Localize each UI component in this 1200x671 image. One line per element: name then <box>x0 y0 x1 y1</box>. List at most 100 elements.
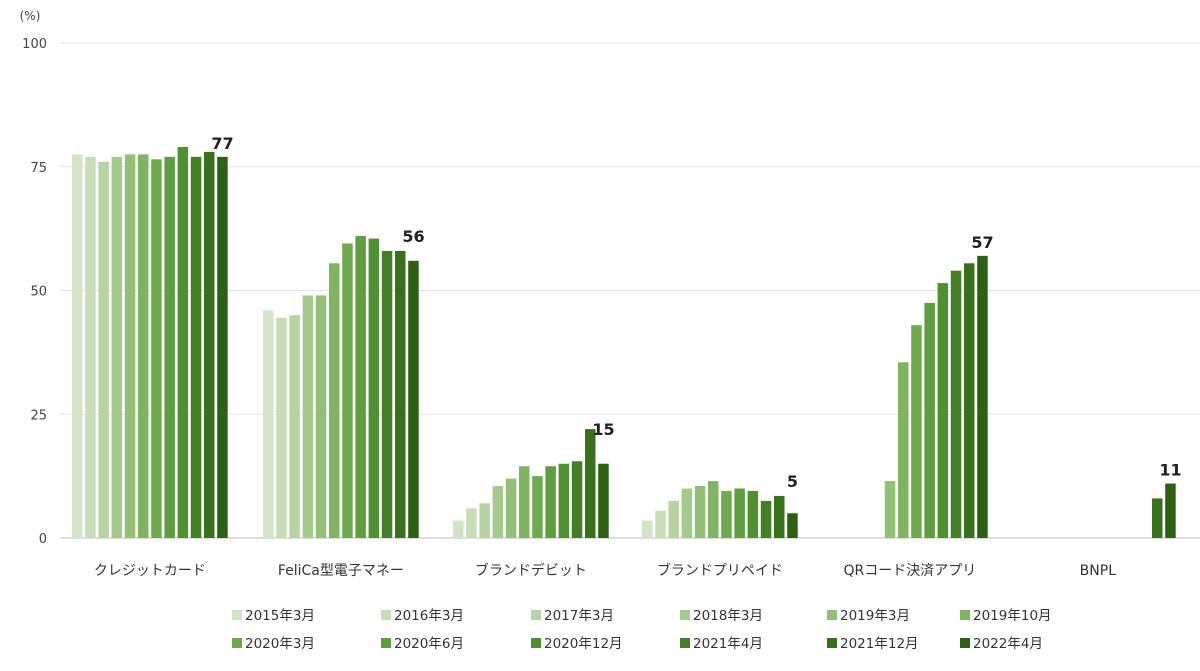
bar <box>329 263 340 538</box>
bar <box>655 510 666 538</box>
bar <box>263 310 274 538</box>
bar <box>571 461 583 538</box>
data-label: 57 <box>971 233 993 252</box>
bar <box>1152 498 1163 538</box>
x-category-label: ブランドデビット <box>475 562 587 579</box>
bar <box>598 463 609 538</box>
legend-swatch <box>232 610 242 620</box>
bar <box>668 500 679 538</box>
legend-swatch <box>827 638 837 648</box>
bar <box>977 255 988 538</box>
legend: 2015年3月 2016年3月 2017年3月 2018年3月 2019年3月 2019年… <box>232 608 1052 652</box>
legend-swatch <box>381 610 391 620</box>
legend-label: 2020年12月 <box>544 636 623 652</box>
bar <box>395 250 406 538</box>
bar <box>492 486 504 538</box>
bar <box>884 481 896 538</box>
bar <box>545 466 556 538</box>
bar <box>124 154 136 538</box>
data-label: 11 <box>1159 461 1181 480</box>
bar <box>111 156 123 538</box>
legend-swatch <box>531 610 541 620</box>
bar <box>558 463 570 538</box>
bar <box>164 156 175 538</box>
data-label: 5 <box>787 472 798 491</box>
bar <box>950 270 962 538</box>
legend-label: 2017年3月 <box>544 608 614 624</box>
bar <box>302 295 314 538</box>
legend-label: 2015年3月 <box>245 608 315 624</box>
legend-label: 2021年12月 <box>840 636 919 652</box>
legend-swatch <box>960 638 970 648</box>
x-category-label: FeliCa型電子マネー <box>278 563 404 579</box>
bar <box>585 429 596 538</box>
legend-label: 2018年3月 <box>693 608 763 624</box>
bar <box>721 490 732 538</box>
bar <box>85 156 96 538</box>
bar <box>681 488 693 538</box>
y-unit-label: (%) <box>20 9 41 23</box>
data-label: 56 <box>402 227 424 246</box>
bar <box>276 317 287 538</box>
bar <box>642 520 653 538</box>
bar <box>98 161 109 539</box>
bar <box>289 315 300 538</box>
bar <box>368 238 380 538</box>
bar <box>315 295 327 538</box>
legend-swatch <box>680 638 690 648</box>
bar <box>177 146 189 538</box>
legend-swatch <box>680 610 690 620</box>
bar <box>760 500 772 538</box>
bar <box>190 156 202 538</box>
label-layer: クレジットカード 77 FeliCa型電子マネー 56 ブランドデビット 15 ブランドプリ… <box>94 134 1182 579</box>
x-category-label: ブランドプリペイド <box>657 562 783 579</box>
legend-label: 2019年10月 <box>973 608 1052 624</box>
bar <box>72 154 83 538</box>
bar-layer <box>72 146 1176 539</box>
bar <box>774 495 785 538</box>
x-category-label: クレジットカード <box>94 563 206 579</box>
bar <box>937 283 949 538</box>
bar <box>355 236 366 539</box>
legend-label: 2020年3月 <box>245 636 315 652</box>
legend-swatch <box>531 638 541 648</box>
bar <box>519 466 530 538</box>
legend-label: 2021年4月 <box>693 636 763 652</box>
y-tick-label: 25 <box>30 408 47 423</box>
bar <box>479 503 490 538</box>
bar <box>747 490 759 538</box>
legend-label: 2020年6月 <box>394 636 464 652</box>
y-tick-label: 50 <box>30 285 47 300</box>
legend-label: 2019年3月 <box>840 608 910 624</box>
y-tick-label: 0 <box>39 532 47 547</box>
legend-swatch <box>827 610 837 620</box>
bar <box>453 520 464 538</box>
bar <box>911 325 922 538</box>
bar <box>138 154 149 538</box>
bar <box>342 243 353 538</box>
bar <box>694 486 706 538</box>
bar <box>505 478 517 538</box>
data-label: 77 <box>211 134 233 153</box>
bar <box>532 476 543 538</box>
bar <box>708 481 719 538</box>
bar <box>204 151 215 538</box>
y-tick-label: 100 <box>22 37 47 52</box>
y-tick-label: 75 <box>30 161 47 176</box>
legend-swatch <box>232 638 242 648</box>
bar <box>734 488 745 538</box>
bar <box>151 159 162 538</box>
x-category-label: QRコード決済アプリ <box>843 563 976 579</box>
bar <box>466 508 477 538</box>
bar <box>408 260 419 538</box>
grid-layer: 0 25 50 75 100 <box>22 37 1200 547</box>
legend-swatch <box>381 638 391 648</box>
bar <box>787 513 798 538</box>
bar <box>924 302 935 538</box>
bar <box>217 156 228 538</box>
bar <box>1165 483 1176 538</box>
bar <box>898 362 909 538</box>
data-label: 15 <box>592 420 614 439</box>
